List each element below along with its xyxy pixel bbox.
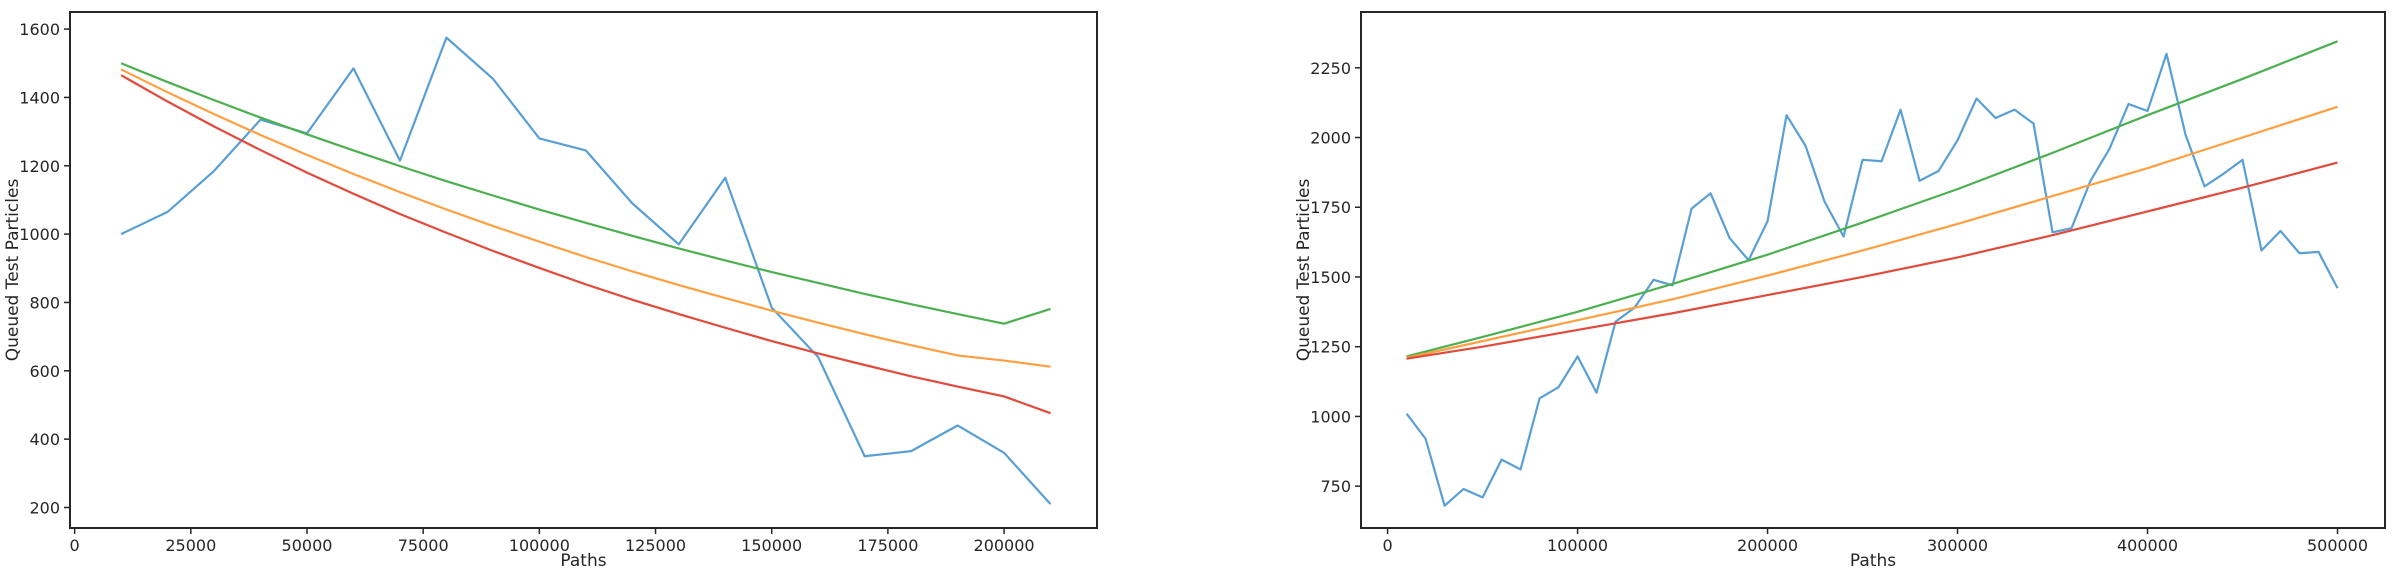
x-tick-label: 0 (1383, 536, 1393, 555)
x-tick-label: 25000 (165, 536, 216, 555)
y-axis-label: Queued Test Particles (3, 179, 23, 362)
x-tick-label: 75000 (398, 536, 449, 555)
y-tick-label: 800 (29, 293, 60, 312)
x-tick-label: 400000 (2117, 536, 2178, 555)
y-tick-label: 1600 (19, 20, 60, 39)
right-chart-panel: 0 100000 200000 300000 400000 500000 750 1000 12… (1294, 11, 2386, 571)
y-tick-label: 1750 (1310, 198, 1351, 217)
x-tick-label: 200000 (974, 536, 1035, 555)
plot-frame (69, 11, 1098, 529)
y-tick-label: 400 (29, 430, 60, 449)
x-tick-label: 300000 (1927, 536, 1988, 555)
x-axis-label: Paths (560, 551, 606, 571)
y-tick-label: 600 (29, 362, 60, 381)
series-line-2 (120, 68, 1051, 368)
series-line-3 (120, 74, 1051, 415)
y-tick-label: 1250 (1310, 338, 1351, 357)
left-chart-panel: 0 25000 50000 75000 100000 125000 150000 175000… (3, 11, 1098, 571)
y-tick-label: 200 (29, 498, 60, 517)
x-tick-label: 200000 (1737, 536, 1798, 555)
x-tick-label: 100000 (509, 536, 570, 555)
y-tick-label: 1000 (1310, 407, 1351, 426)
y-tick-label: 1200 (19, 157, 60, 176)
series-line-1 (1406, 40, 2338, 358)
plot-frame (1360, 11, 2386, 529)
x-tick-label: 125000 (625, 536, 686, 555)
x-axis-label: Paths (1850, 551, 1896, 571)
x-tick-label: 500000 (2307, 536, 2368, 555)
y-tick-label: 1400 (19, 88, 60, 107)
y-tick-label: 2000 (1310, 129, 1351, 148)
x-tick-label: 150000 (741, 536, 802, 555)
x-tick-label: 175000 (857, 536, 918, 555)
y-tick-label: 750 (1320, 477, 1351, 496)
x-tick-label: 100000 (1547, 536, 1608, 555)
series-line-0 (1405, 52, 2339, 507)
series-line-0 (120, 36, 1052, 505)
x-tick-label: 50000 (282, 536, 333, 555)
x-tick-label: 0 (70, 536, 80, 555)
y-tick-label: 1500 (1310, 268, 1351, 287)
series-line-3 (1406, 161, 2338, 360)
y-axis-label: Queued Test Particles (1294, 179, 1314, 362)
series-line-2 (1406, 105, 2338, 359)
y-tick-label: 2250 (1310, 59, 1351, 78)
y-tick-label: 1000 (19, 225, 60, 244)
series-line-1 (120, 62, 1051, 325)
